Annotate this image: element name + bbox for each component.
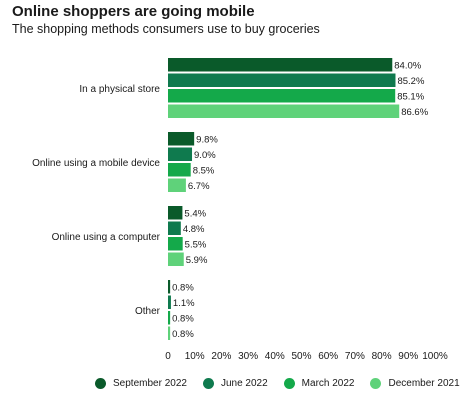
legend-label: September 2022 [113, 378, 187, 389]
x-tick-label: 70% [345, 351, 365, 362]
bar [168, 163, 191, 177]
data-label: 1.1% [173, 298, 195, 309]
legend-label: December 2021 [388, 378, 460, 389]
x-tick-label: 50% [291, 351, 311, 362]
bar [168, 178, 186, 192]
legend-label: June 2022 [220, 378, 268, 389]
x-tick-label: 10% [185, 351, 205, 362]
x-tick-label: 40% [265, 351, 285, 362]
data-label: 85.1% [397, 92, 424, 103]
bar [168, 252, 184, 266]
category-label: In a physical store [79, 84, 160, 95]
data-label: 5.5% [185, 240, 207, 251]
bar [168, 221, 181, 235]
bar [168, 89, 396, 103]
category-label: Other [135, 306, 161, 317]
x-tick-label: 30% [238, 351, 258, 362]
data-label: 85.2% [397, 76, 424, 87]
data-label: 4.8% [183, 224, 205, 235]
x-tick-label: 100% [422, 351, 448, 362]
data-label: 0.8% [172, 329, 194, 340]
chart-title: Online shoppers are going mobile [12, 3, 255, 20]
legend-swatch [95, 378, 106, 389]
legend-swatch [370, 378, 382, 389]
category-label: Online using a computer [52, 232, 161, 243]
x-tick-label: 0 [165, 351, 171, 362]
legend-item-june-2022: June 2022 [202, 378, 268, 389]
chart-subtitle: The shopping methods consumers use to bu… [12, 22, 320, 36]
chart-legend: September 2022 June 2022 March 2022 Dece… [95, 378, 465, 389]
legend-swatch [283, 378, 295, 389]
bar [168, 206, 183, 220]
bar [168, 237, 183, 251]
bar [168, 295, 171, 309]
bar [168, 311, 171, 325]
legend-label: March 2022 [301, 378, 355, 389]
data-label: 5.9% [186, 255, 208, 266]
category-label: Online using a mobile device [32, 158, 160, 169]
bar [168, 326, 171, 340]
x-tick-label: 80% [372, 351, 392, 362]
data-label: 0.8% [172, 283, 194, 294]
data-label: 86.6% [401, 107, 428, 118]
legend-item-march-2022: March 2022 [283, 378, 355, 389]
x-tick-label: 20% [211, 351, 231, 362]
data-label: 5.4% [184, 209, 206, 220]
legend-item-december-2021: December 2021 [370, 378, 460, 389]
data-label: 9.0% [194, 150, 216, 161]
data-label: 9.8% [196, 135, 218, 146]
bar [168, 132, 195, 146]
data-label: 0.8% [172, 314, 194, 325]
legend-swatch [202, 378, 214, 389]
bar [168, 147, 193, 161]
bar [168, 58, 393, 72]
data-label: 84.0% [394, 61, 421, 72]
x-tick-label: 60% [318, 351, 338, 362]
bar [168, 104, 400, 118]
legend-item-september-2022: September 2022 [95, 378, 187, 389]
data-label: 8.5% [193, 166, 215, 177]
bar [168, 280, 171, 294]
bar [168, 73, 396, 87]
x-tick-label: 90% [398, 351, 418, 362]
data-label: 6.7% [188, 181, 210, 192]
